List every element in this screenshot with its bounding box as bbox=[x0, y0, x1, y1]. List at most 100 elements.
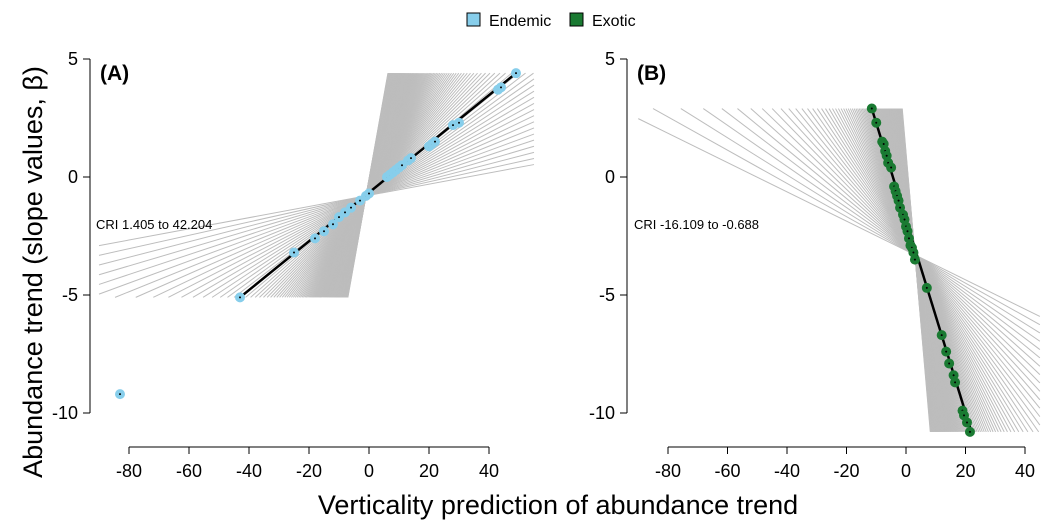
panel-b-data-point-center bbox=[925, 286, 928, 289]
panel-a-x-tick-label: 40 bbox=[479, 461, 499, 481]
panel-a-x-tick-label: -60 bbox=[176, 461, 202, 481]
panel-b-data-point-center bbox=[875, 121, 878, 124]
panel-a-x-tick-label: -20 bbox=[296, 461, 322, 481]
panel-b-data-point-center bbox=[948, 362, 951, 365]
panel-a-data-point-center bbox=[410, 157, 412, 160]
panel-a-y-tick-label: -10 bbox=[52, 403, 78, 423]
panel-a-y-tick-label: 0 bbox=[68, 167, 78, 187]
panel-b-data-point-center bbox=[912, 251, 915, 254]
panel-b-x-tick-label: -20 bbox=[833, 461, 859, 481]
panel-b-ribbon-line bbox=[901, 108, 931, 432]
panel-b-data-point-center bbox=[965, 421, 968, 424]
panel-b-x-tick-label: -60 bbox=[714, 461, 740, 481]
panel-b-data-point-center bbox=[897, 199, 900, 202]
panel-a-ribbon-line bbox=[114, 127, 535, 298]
panel-b-data-point-center bbox=[954, 381, 957, 384]
panel-b-ribbon-line bbox=[721, 108, 1041, 350]
panel-a-data-point-center bbox=[452, 124, 454, 127]
panel-a-ribbon-line bbox=[135, 121, 535, 298]
panel-a-cri-ribbon bbox=[98, 72, 535, 298]
panel-b-ribbon-line bbox=[638, 118, 1041, 317]
panel-b-x-tick-label: 20 bbox=[955, 461, 975, 481]
panel-b-data-point-center bbox=[913, 258, 916, 261]
panel-b-ribbon-line bbox=[703, 108, 1041, 342]
panel-a-data-point-center bbox=[359, 199, 361, 202]
panel-b-label: (B) bbox=[637, 62, 666, 85]
panel-a-data-point-center bbox=[338, 216, 340, 219]
x-axis-title: Verticality prediction of abundance tren… bbox=[318, 490, 798, 520]
panel-a-data-point-center bbox=[344, 211, 346, 214]
panel-b-data-point-center bbox=[940, 334, 943, 337]
panel-b-data-point-center bbox=[899, 206, 902, 209]
panel-a-ribbon-line bbox=[98, 157, 535, 256]
panel-b-ribbon-line bbox=[652, 108, 1041, 326]
y-axis-title: Abundance trend (slope values, β) bbox=[18, 66, 48, 478]
panel-b-ribbon-line bbox=[737, 108, 1041, 359]
panel-a-label: (A) bbox=[100, 62, 129, 85]
panel-a-data-point-center bbox=[293, 251, 295, 254]
panel-b-cri-annotation: CRI -16.109 to -0.688 bbox=[634, 217, 759, 232]
legend-label-exotic: Exotic bbox=[592, 13, 636, 30]
legend-swatch-exotic bbox=[569, 12, 584, 27]
panel-a-data-point-center bbox=[239, 296, 241, 299]
panel-b-y-tick-label: 5 bbox=[605, 49, 615, 69]
panel-b-ribbon-line bbox=[750, 108, 1041, 367]
panel-b-data-point-center bbox=[885, 154, 888, 157]
panel-a-data-point-center bbox=[401, 164, 403, 167]
panel-b-x-ticks: -80 -60 -40 -20 0 20 40 bbox=[655, 447, 1035, 481]
panel-b-ribbon-line bbox=[680, 108, 1041, 334]
panel-b: 5 0 -5 -10 -80 -60 -40 -20 0 20 40 (B) CRI -16.10… bbox=[589, 49, 1041, 481]
panel-a-y-tick-label: -5 bbox=[62, 285, 78, 305]
panel-b-data-point-center bbox=[906, 230, 909, 233]
panel-a-data-point-center bbox=[515, 72, 517, 75]
panel-a-data-point-center bbox=[500, 86, 502, 89]
panel-b-data-point-center bbox=[968, 430, 971, 433]
panel-a-cri-annotation: CRI 1.405 to 42.204 bbox=[96, 217, 212, 232]
panel-b-data-point-center bbox=[890, 166, 893, 169]
panel-a-data-point-center bbox=[119, 393, 121, 396]
panel-a-ribbon-line bbox=[98, 139, 535, 285]
panel-a-ribbon-line bbox=[98, 145, 535, 276]
panel-b-data-point-center bbox=[952, 374, 955, 377]
panel-a-data-point-center bbox=[458, 121, 460, 124]
panel-a-x-tick-label: -40 bbox=[236, 461, 262, 481]
panel-b-points bbox=[866, 103, 975, 437]
panel-b-data-point-center bbox=[882, 142, 885, 145]
legend: Endemic Exotic bbox=[466, 12, 636, 30]
panel-b-data-point-center bbox=[963, 414, 966, 417]
panel-a-x-tick-label: -80 bbox=[116, 461, 142, 481]
panel-b-ribbon-line bbox=[761, 108, 1041, 375]
panel-a-ribbon-line bbox=[98, 151, 535, 266]
panel-b-data-point-center bbox=[945, 350, 948, 353]
panel-b-x-tick-label: 0 bbox=[901, 461, 911, 481]
panel-a-data-point-center bbox=[332, 223, 334, 226]
panel-b-data-point-center bbox=[903, 218, 906, 221]
panel-b-y-ticks: 5 0 -5 -10 bbox=[589, 49, 627, 423]
panel-a-ribbon-line bbox=[153, 115, 535, 298]
panel-b-x-tick-label: -40 bbox=[774, 461, 800, 481]
panel-b-y-tick-label: -5 bbox=[599, 285, 615, 305]
panel-a-data-point-center bbox=[368, 192, 370, 195]
panel-b-y-tick-label: -10 bbox=[589, 403, 615, 423]
panel-b-data-point-center bbox=[907, 237, 910, 240]
panel-a-data-point-center bbox=[314, 237, 316, 240]
panel-a-x-tick-label: 0 bbox=[364, 461, 374, 481]
panel-a-y-tick-label: 5 bbox=[68, 49, 78, 69]
panel-a-data-point-center bbox=[350, 206, 352, 209]
panel-b-data-point-center bbox=[870, 107, 873, 110]
panel-a: 5 0 -5 -10 -80 -60 -40 -20 0 20 40 (A) CRI 1.405 … bbox=[52, 49, 535, 481]
panel-a-y-ticks: 5 0 -5 -10 bbox=[52, 49, 90, 423]
panel-a-points bbox=[115, 68, 521, 400]
panel-b-x-tick-label: 40 bbox=[1015, 461, 1035, 481]
panel-b-cri-ribbon bbox=[638, 108, 1041, 433]
panel-a-ribbon-line bbox=[98, 164, 535, 247]
panel-a-data-point-center bbox=[434, 140, 436, 143]
panel-a-x-ticks: -80 -60 -40 -20 0 20 40 bbox=[116, 447, 499, 481]
panel-b-y-tick-label: 0 bbox=[605, 167, 615, 187]
panel-a-ribbon-line bbox=[98, 133, 535, 295]
panel-a-x-tick-label: 20 bbox=[419, 461, 439, 481]
panel-a-fit-line bbox=[239, 72, 517, 299]
legend-label-endemic: Endemic bbox=[489, 13, 551, 30]
panel-b-x-tick-label: -80 bbox=[655, 461, 681, 481]
